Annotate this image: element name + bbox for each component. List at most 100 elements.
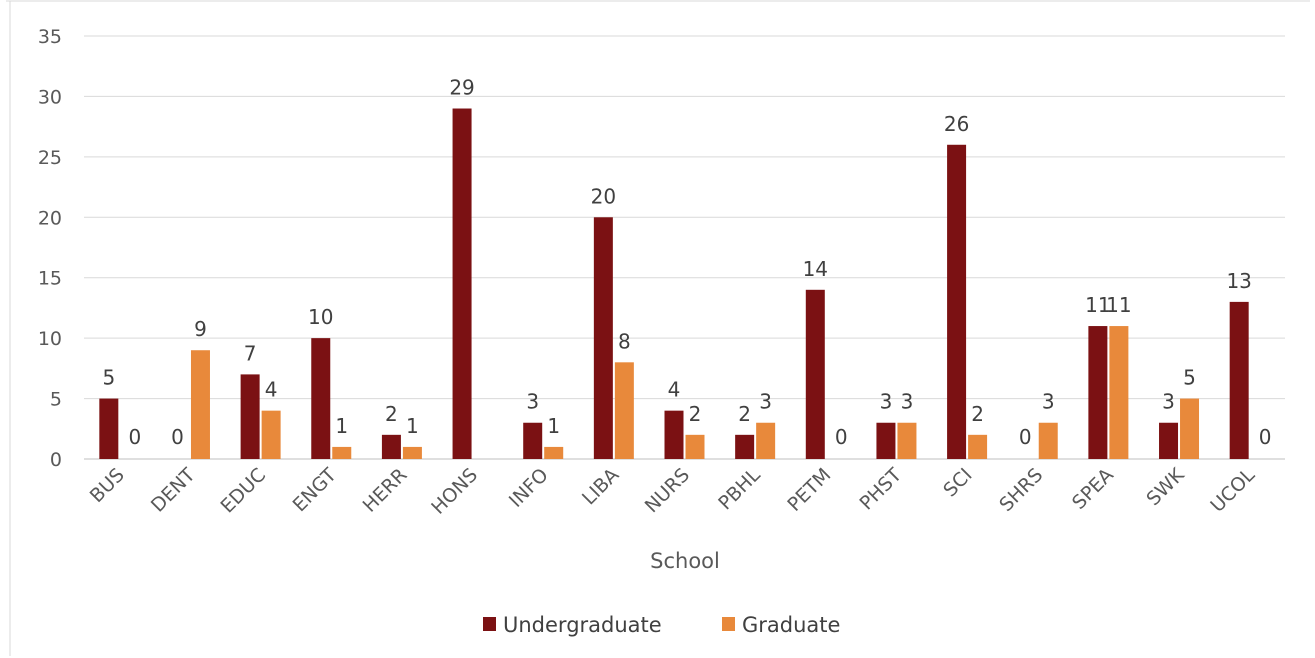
data-label-undergraduate: 7 <box>244 341 257 365</box>
bar-undergraduate[interactable] <box>452 108 472 459</box>
legend-swatch <box>483 617 496 631</box>
data-label-undergraduate: 11 <box>1085 293 1110 317</box>
data-label-undergraduate: 2 <box>385 402 398 426</box>
bar-graduate[interactable] <box>968 434 988 459</box>
data-label-undergraduate: 4 <box>668 378 681 402</box>
data-label-undergraduate: 3 <box>526 390 539 414</box>
data-label-undergraduate: 0 <box>1019 425 1032 449</box>
x-tick-label: HONS <box>427 464 482 519</box>
data-label-graduate: 2 <box>971 402 984 426</box>
data-label-graduate: 0 <box>1259 425 1272 449</box>
bar-undergraduate[interactable] <box>1229 301 1249 459</box>
bar-undergraduate[interactable] <box>947 144 967 459</box>
bar-undergraduate[interactable] <box>240 374 260 459</box>
x-tick-label: NURS <box>641 464 694 517</box>
data-label-undergraduate: 10 <box>308 305 333 329</box>
y-tick-label: 15 <box>38 268 62 290</box>
data-label-graduate: 11 <box>1106 293 1131 317</box>
x-tick-label: SPEA <box>1068 464 1118 514</box>
x-axis: BUS DENT EDUC ENGT HERR HONS INFO LIBA NURS PBHL P… <box>86 464 1260 519</box>
data-label-graduate: 3 <box>1042 390 1055 414</box>
bar-graduate[interactable] <box>897 422 917 459</box>
data-label-graduate: 0 <box>835 425 848 449</box>
y-tick-label: 35 <box>38 26 62 48</box>
data-label-graduate: 3 <box>901 390 914 414</box>
y-tick-label: 5 <box>50 389 62 411</box>
data-label-undergraduate: 5 <box>102 366 115 390</box>
x-axis-title: School <box>650 549 720 573</box>
data-label-undergraduate: 20 <box>591 184 616 208</box>
x-tick-label: EDUC <box>217 464 271 518</box>
data-label-graduate: 0 <box>128 425 141 449</box>
legend-item-undergraduate[interactable]: Undergraduate <box>483 613 662 637</box>
legend[interactable]: Undergraduate Graduate <box>483 613 840 637</box>
y-tick-label: 25 <box>38 147 62 169</box>
bar-graduate[interactable] <box>402 446 422 459</box>
x-tick-label: PBHL <box>714 464 765 515</box>
y-axis: 0 5 10 15 20 25 30 35 <box>38 26 62 471</box>
data-label-undergraduate: 14 <box>803 257 828 281</box>
y-tick-label: 30 <box>38 86 62 108</box>
x-tick-label: INFO <box>505 464 553 512</box>
bar-undergraduate[interactable] <box>735 434 755 459</box>
x-tick-label: HERR <box>359 464 412 517</box>
bar-graduate[interactable] <box>190 350 210 459</box>
y-tick-label: 20 <box>38 207 62 229</box>
data-label-undergraduate: 26 <box>944 112 969 136</box>
legend-item-graduate[interactable]: Graduate <box>722 613 840 637</box>
data-label-undergraduate: 3 <box>880 390 893 414</box>
data-label-graduate: 3 <box>759 390 772 414</box>
data-label-graduate: 8 <box>618 329 631 353</box>
bar-graduate[interactable] <box>614 362 634 459</box>
bar-graduate[interactable] <box>1109 326 1129 459</box>
bar-undergraduate[interactable] <box>593 217 613 459</box>
data-label-graduate: 1 <box>406 414 419 438</box>
bar-graduate[interactable] <box>685 434 705 459</box>
bar-undergraduate[interactable] <box>381 434 401 459</box>
bar-undergraduate[interactable] <box>805 289 825 459</box>
bar-graduate[interactable] <box>756 422 776 459</box>
data-label-graduate: 4 <box>265 378 278 402</box>
gridlines <box>84 35 1285 460</box>
data-label-undergraduate: 29 <box>449 76 474 100</box>
x-tick-label: PETM <box>783 464 835 516</box>
bar-undergraduate[interactable] <box>99 398 119 459</box>
x-tick-label: UCOL <box>1206 464 1259 517</box>
x-tick-label: BUS <box>86 464 129 507</box>
legend-label: Graduate <box>742 613 840 637</box>
bar-graduate[interactable] <box>332 446 352 459</box>
bar-undergraduate[interactable] <box>664 410 684 459</box>
x-tick-label: LIBA <box>578 464 623 509</box>
data-label-graduate: 9 <box>194 317 207 341</box>
data-label-graduate: 2 <box>689 402 702 426</box>
bar-undergraduate[interactable] <box>523 422 543 459</box>
legend-swatch <box>722 617 735 631</box>
x-tick-label: ENGT <box>289 464 342 517</box>
bar-undergraduate[interactable] <box>1088 326 1108 459</box>
y-tick-label: 10 <box>38 328 62 350</box>
x-tick-label: DENT <box>147 464 200 517</box>
data-label-graduate: 1 <box>547 414 560 438</box>
data-label-undergraduate: 2 <box>738 402 751 426</box>
x-tick-label: SCI <box>939 464 976 501</box>
data-label-undergraduate: 0 <box>171 425 184 449</box>
bar-graduate[interactable] <box>1180 398 1200 459</box>
bar-graduate[interactable] <box>544 446 564 459</box>
bar-graduate[interactable] <box>261 410 281 459</box>
bars <box>99 108 1249 459</box>
data-label-graduate: 1 <box>335 414 348 438</box>
bar-undergraduate[interactable] <box>311 338 331 459</box>
bar-undergraduate[interactable] <box>1159 422 1179 459</box>
y-tick-label: 0 <box>50 449 62 471</box>
x-tick-label: SHRS <box>995 464 1047 516</box>
x-tick-label: SWK <box>1142 464 1189 511</box>
x-tick-label: PHST <box>855 464 906 515</box>
bar-graduate[interactable] <box>1038 422 1058 459</box>
bar-undergraduate[interactable] <box>876 422 896 459</box>
legend-label: Undergraduate <box>503 613 662 637</box>
data-label-graduate: 5 <box>1183 366 1196 390</box>
data-label-undergraduate: 3 <box>1162 390 1175 414</box>
